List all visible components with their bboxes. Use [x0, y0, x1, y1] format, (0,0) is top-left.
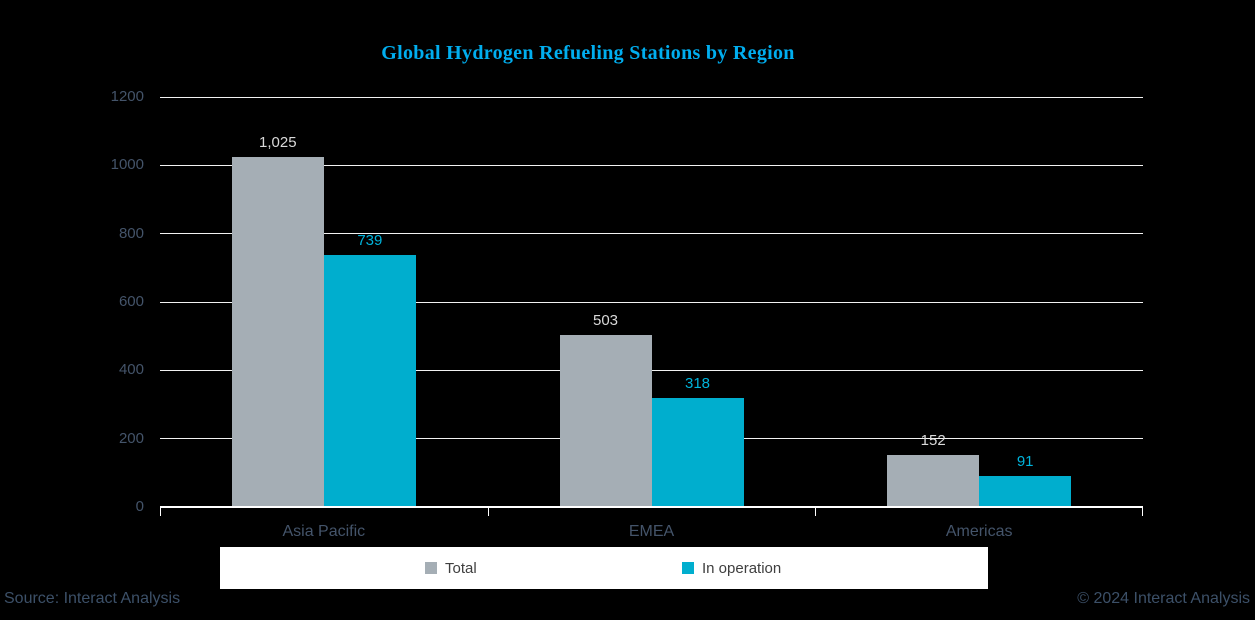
- data-label-in-operation-americas: 91: [1016, 452, 1034, 470]
- data-label-total-asia-pacific: 1,025: [259, 133, 297, 151]
- gridline-400: [160, 369, 1143, 371]
- x-axis-line: [160, 506, 1143, 508]
- data-label-total-americas: 152: [920, 432, 946, 450]
- data-label-total-emea: 503: [592, 312, 619, 330]
- x-axis-category-label: EMEA: [628, 523, 675, 540]
- legend-item-in-operation: In operation: [682, 547, 781, 589]
- gridline-1200: [160, 96, 1143, 98]
- bar-in-operation-emea: [651, 398, 744, 507]
- x-axis-tick-mark: [1142, 507, 1143, 516]
- gridline-1000: [160, 164, 1143, 166]
- gridline-800: [160, 233, 1143, 235]
- copyright-note: © 2024 Interact Analysis: [1077, 590, 1250, 607]
- data-label-in-operation-emea: 318: [684, 375, 711, 393]
- legend: Total In operation: [220, 547, 988, 589]
- in-operation-series-swatch: [682, 562, 694, 574]
- legend-item-total: Total: [425, 547, 477, 589]
- gridline-600: [160, 301, 1143, 303]
- y-axis-tick-label: 400: [118, 361, 144, 379]
- source-note: Source: Interact Analysis: [4, 590, 181, 607]
- x-axis-tick-mark: [815, 507, 817, 516]
- bar-total-emea: [559, 335, 652, 507]
- x-axis-category-label: Asia Pacific: [282, 523, 366, 540]
- x-axis-category-label: Americas: [945, 523, 1013, 540]
- chart-title: Global Hydrogen Refueling Stations by Re…: [381, 42, 795, 64]
- legend-label-total: Total: [445, 559, 477, 577]
- y-axis-tick-label: 600: [118, 293, 144, 310]
- bar-total-asia-pacific: [231, 156, 324, 507]
- y-axis-tick-label: 1000: [110, 156, 144, 174]
- y-axis-tick-label: 1200: [110, 88, 144, 105]
- legend-label-in-operation: In operation: [702, 559, 782, 577]
- x-axis-tick-mark: [160, 507, 161, 516]
- bar-in-operation-asia-pacific: [323, 254, 416, 507]
- total-series-swatch: [425, 562, 437, 574]
- y-axis-tick-label: 0: [135, 498, 144, 515]
- bar-in-operation-americas: [979, 475, 1072, 507]
- data-label-in-operation-asia-pacific: 739: [357, 231, 383, 249]
- bar-total-americas: [887, 455, 980, 507]
- y-axis-tick-label: 800: [118, 224, 144, 242]
- y-axis-tick-label: 200: [118, 429, 144, 447]
- plot-area: 0 200 400 600 800 1000 1200 1,025 739 Asia Pacifi…: [111, 88, 1143, 540]
- x-axis-tick-mark: [487, 507, 489, 516]
